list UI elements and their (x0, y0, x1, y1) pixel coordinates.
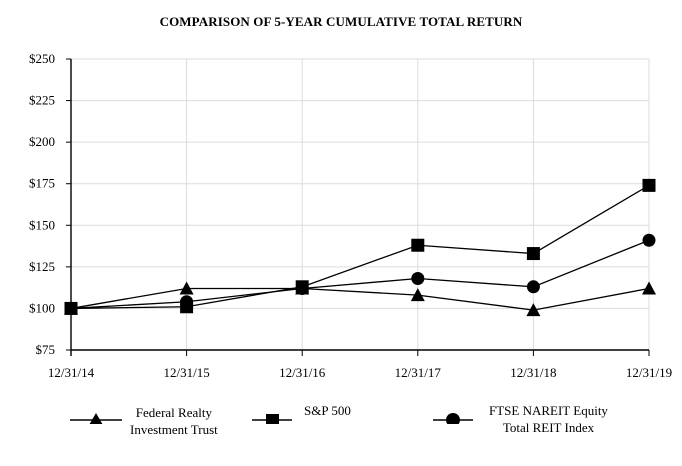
square-marker-icon (252, 414, 292, 424)
triangle-marker-icon (526, 303, 541, 317)
circle-marker-icon (526, 280, 540, 294)
triangle-marker-icon (642, 281, 656, 295)
x-axis-ticks: 12/31/14 12/31/15 12/31/16 12/31/17 12/31/18… (48, 365, 672, 380)
x-tick-label: 12/31/18 (510, 365, 556, 380)
circle-marker-icon (180, 295, 194, 309)
circle-marker-icon (411, 271, 425, 285)
legend-label: Federal Realty Investment Trust (130, 405, 218, 437)
legend-item-ftse-nareit: FTSE NAREIT Equity Total REIT Index (433, 403, 608, 436)
x-tick-label: 12/31/14 (48, 365, 95, 380)
y-tick-label: $175 (29, 176, 55, 191)
y-tick-label: $125 (29, 259, 55, 274)
x-tick-label: 12/31/17 (395, 365, 442, 380)
square-marker-icon (411, 238, 425, 252)
circle-marker-icon (642, 233, 656, 247)
square-marker-icon (642, 178, 656, 192)
circle-marker-icon (433, 413, 473, 424)
legend-label: FTSE NAREIT Equity Total REIT Index (489, 403, 608, 435)
y-tick-label: $75 (36, 342, 56, 357)
x-tick-label: 12/31/19 (626, 365, 672, 380)
y-tick-label: $100 (29, 300, 55, 315)
y-tick-label: $200 (29, 134, 55, 149)
circle-marker-icon (64, 301, 78, 315)
x-tick-label: 12/31/16 (279, 365, 326, 380)
y-tick-label: $225 (29, 93, 55, 108)
triangle-marker-icon (410, 288, 425, 302)
triangle-marker-icon (179, 281, 194, 295)
axes (66, 58, 650, 356)
legend-item-sp500: S&P 500 (252, 403, 351, 424)
data-series (64, 178, 656, 317)
y-tick-label: $250 (29, 51, 55, 66)
triangle-marker-icon (70, 413, 122, 424)
square-marker-icon (526, 247, 540, 261)
x-tick-label: 12/31/15 (163, 365, 209, 380)
legend-label: S&P 500 (304, 403, 351, 418)
circle-marker-icon (295, 281, 309, 295)
y-axis-ticks: $75 $100 $125 $150 $175 $200 $225 $250 (29, 51, 55, 357)
grid-lines (71, 58, 650, 350)
y-tick-label: $150 (29, 217, 55, 232)
chart-title: COMPARISON OF 5-YEAR CUMULATIVE TOTAL RE… (159, 14, 523, 29)
legend-item-federal-realty: Federal Realty Investment Trust (70, 404, 218, 438)
